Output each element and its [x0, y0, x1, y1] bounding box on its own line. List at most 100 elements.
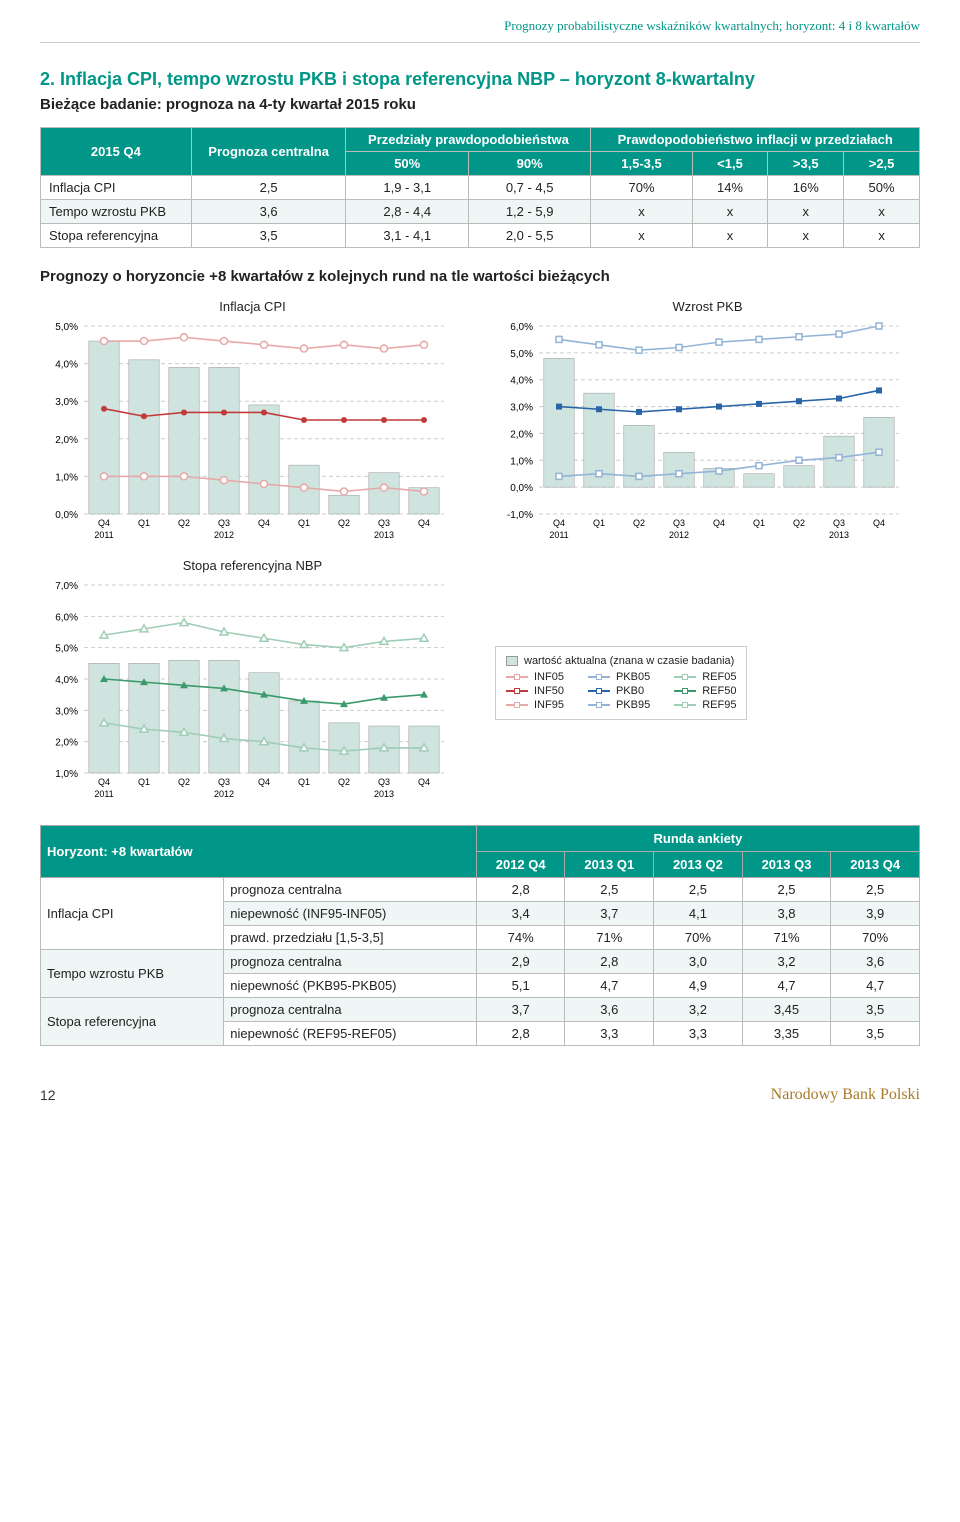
- legend-item: PKB05: [588, 671, 650, 683]
- cell: 71%: [742, 926, 831, 950]
- svg-text:Q2: Q2: [793, 518, 805, 528]
- svg-text:Q2: Q2: [338, 518, 350, 528]
- cell: 2,9: [476, 950, 565, 974]
- svg-text:2,0%: 2,0%: [510, 429, 533, 440]
- cell: 3,8: [742, 902, 831, 926]
- section-heading: 2. Inflacja CPI, tempo wzrostu PKB i sto…: [40, 69, 920, 90]
- cell: 14%: [692, 176, 768, 200]
- svg-text:4,0%: 4,0%: [510, 376, 533, 387]
- svg-text:Q3: Q3: [378, 777, 390, 787]
- cell: 3,5: [831, 998, 920, 1022]
- subheading: Bieżące badanie: prognoza na 4-ty kwarta…: [40, 96, 920, 113]
- svg-text:Q4: Q4: [258, 777, 270, 787]
- legend-item: INF50: [506, 685, 564, 697]
- chart-intro: Prognozy o horyzoncie +8 kwartałów z kol…: [40, 268, 920, 285]
- row-label: prognoza centralna: [224, 950, 477, 974]
- th-przedzialy: Przedziały prawdopodobieństwa: [346, 128, 591, 152]
- row-label: niepewność (PKB95-PKB05): [224, 974, 477, 998]
- group-label: Stopa referencyjna: [41, 998, 224, 1046]
- svg-text:Q4: Q4: [258, 518, 270, 528]
- page-number: 12: [40, 1087, 56, 1103]
- cell: 3,3: [565, 1022, 654, 1046]
- svg-text:2012: 2012: [214, 789, 234, 799]
- svg-text:1,0%: 1,0%: [55, 769, 78, 780]
- svg-text:0,0%: 0,0%: [510, 483, 533, 494]
- forecast-table: 2015 Q4 Prognoza centralna Przedziały pr…: [40, 127, 920, 248]
- svg-text:2012: 2012: [669, 530, 689, 540]
- cell: 4,1: [654, 902, 743, 926]
- cell: 2,0 - 5,5: [468, 224, 590, 248]
- cell: 16%: [768, 176, 844, 200]
- group-label: Tempo wzrostu PKB: [41, 950, 224, 998]
- cell: 2,5: [565, 878, 654, 902]
- legend: wartość aktualna (znana w czasie badania…: [495, 646, 747, 720]
- svg-text:Q4: Q4: [418, 777, 430, 787]
- cell: 5,1: [476, 974, 565, 998]
- svg-text:Q4: Q4: [873, 518, 885, 528]
- cell: 3,6: [831, 950, 920, 974]
- cell: x: [768, 200, 844, 224]
- svg-text:Q2: Q2: [178, 777, 190, 787]
- legend-item: PKB95: [588, 699, 650, 711]
- legend-actual: wartość aktualna (znana w czasie badania…: [524, 655, 734, 667]
- svg-text:Q1: Q1: [593, 518, 605, 528]
- svg-text:Q3: Q3: [833, 518, 845, 528]
- legend-item: REF05: [674, 671, 736, 683]
- svg-text:Q4: Q4: [553, 518, 565, 528]
- cell: 3,45: [742, 998, 831, 1022]
- th-col: 2013 Q3: [742, 852, 831, 878]
- svg-text:1,0%: 1,0%: [55, 472, 78, 483]
- svg-text:Q1: Q1: [138, 518, 150, 528]
- svg-text:6,0%: 6,0%: [55, 612, 78, 623]
- cell: Tempo wzrostu PKB: [41, 200, 192, 224]
- svg-text:-1,0%: -1,0%: [507, 510, 533, 521]
- cell: 2,8: [476, 1022, 565, 1046]
- svg-text:Q1: Q1: [138, 777, 150, 787]
- cell: 3,3: [654, 1022, 743, 1046]
- svg-text:4,0%: 4,0%: [55, 675, 78, 686]
- svg-text:2013: 2013: [374, 789, 394, 799]
- cell: 2,5: [831, 878, 920, 902]
- cell: 2,5: [191, 176, 346, 200]
- cell: 4,7: [565, 974, 654, 998]
- cell: 3,6: [565, 998, 654, 1022]
- cell: 3,2: [742, 950, 831, 974]
- svg-text:Q3: Q3: [218, 518, 230, 528]
- cell: Inflacja CPI: [41, 176, 192, 200]
- cell: 70%: [591, 176, 692, 200]
- cell: 71%: [565, 926, 654, 950]
- svg-text:2011: 2011: [549, 530, 568, 540]
- cell: 0,7 - 4,5: [468, 176, 590, 200]
- cell: 3,5: [831, 1022, 920, 1046]
- svg-text:5,0%: 5,0%: [55, 644, 78, 655]
- cell: 3,4: [476, 902, 565, 926]
- legend-item: INF95: [506, 699, 564, 711]
- th-prognoza: Prognoza centralna: [191, 128, 346, 176]
- svg-text:Q3: Q3: [673, 518, 685, 528]
- cell: 4,9: [654, 974, 743, 998]
- svg-text:2013: 2013: [829, 530, 849, 540]
- summary-table: Horyzont: +8 kwartałów Runda ankiety 201…: [40, 825, 920, 1046]
- cell: 1,2 - 5,9: [468, 200, 590, 224]
- cell: 3,1 - 4,1: [346, 224, 468, 248]
- chart-pkb: -1,0%0,0%1,0%2,0%3,0%4,0%5,0%6,0%Q42011Q…: [495, 318, 905, 548]
- th-runda: Runda ankiety: [476, 826, 919, 852]
- svg-text:Q4: Q4: [98, 518, 110, 528]
- cell: 70%: [831, 926, 920, 950]
- cell: 2,8 - 4,4: [346, 200, 468, 224]
- row-label: niepewność (INF95-INF05): [224, 902, 477, 926]
- cell: 4,7: [831, 974, 920, 998]
- group-label: Inflacja CPI: [41, 878, 224, 950]
- svg-text:Q4: Q4: [98, 777, 110, 787]
- legend-swatch-actual: [506, 656, 518, 666]
- cell: x: [591, 200, 692, 224]
- th-corner: 2015 Q4: [41, 128, 192, 176]
- th-sub: >2,5: [844, 152, 920, 176]
- svg-text:Q2: Q2: [338, 777, 350, 787]
- cell: x: [844, 200, 920, 224]
- svg-text:Q1: Q1: [298, 518, 310, 528]
- chart3-title: Stopa referencyjna NBP: [40, 558, 465, 573]
- cell: 3,9: [831, 902, 920, 926]
- svg-text:2013: 2013: [374, 530, 394, 540]
- svg-text:Q3: Q3: [218, 777, 230, 787]
